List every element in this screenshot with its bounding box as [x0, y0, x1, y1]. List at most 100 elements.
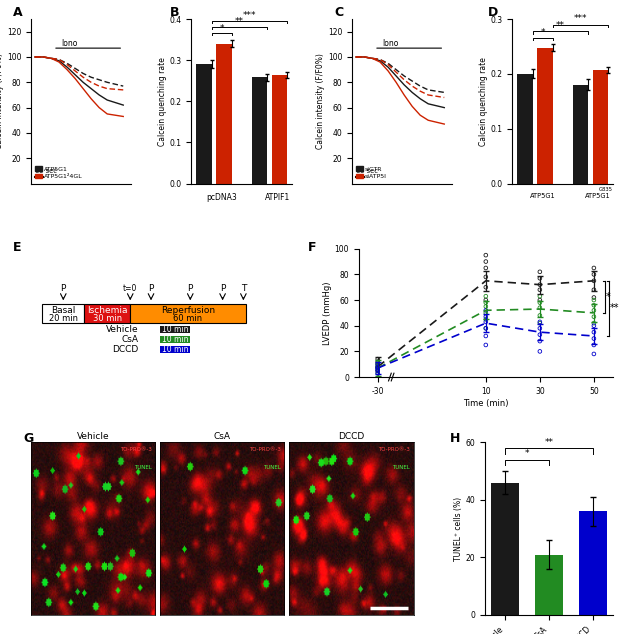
Point [373, 358, 383, 368]
Point [535, 311, 545, 321]
Point [373, 366, 383, 376]
Point [373, 360, 383, 370]
Point [373, 356, 383, 366]
Text: **: ** [610, 304, 619, 313]
Title: Vehicle: Vehicle [77, 432, 110, 441]
Point [373, 366, 383, 376]
Point [373, 362, 383, 372]
Text: P: P [61, 284, 66, 293]
Text: TO-PRO®-3: TO-PRO®-3 [119, 448, 152, 453]
Y-axis label: LVEDP (mmHg): LVEDP (mmHg) [323, 281, 332, 345]
Text: P: P [188, 284, 193, 293]
Point [589, 340, 599, 350]
Text: ***: *** [574, 15, 587, 23]
Point [535, 330, 545, 340]
Point [481, 340, 491, 350]
Text: **: ** [556, 21, 565, 30]
Point [589, 285, 599, 295]
Bar [579, 512, 607, 615]
Text: F: F [308, 241, 316, 254]
Point [373, 359, 383, 369]
Legend: siCTR, siATP5I: siCTR, siATP5I [355, 165, 388, 181]
Point [373, 363, 383, 373]
Bar [573, 85, 588, 183]
Point [481, 263, 491, 273]
Text: *: * [540, 27, 545, 37]
X-axis label: Time (min): Time (min) [463, 399, 509, 408]
Text: P: P [220, 284, 225, 293]
Text: **: ** [545, 437, 553, 446]
Point [535, 323, 545, 333]
Bar [535, 555, 563, 615]
Point [481, 291, 491, 301]
Title: CsA: CsA [214, 432, 231, 441]
Text: TO-PRO®-3: TO-PRO®-3 [249, 448, 281, 453]
Point [481, 308, 491, 318]
Text: Vehicle: Vehicle [106, 325, 138, 334]
Point [535, 302, 545, 313]
Bar [196, 64, 212, 183]
Text: ATP5G1: ATP5G1 [586, 193, 611, 198]
Point [589, 327, 599, 337]
Text: G: G [24, 432, 34, 445]
Point [535, 285, 545, 295]
Point [589, 318, 599, 328]
Text: t=0: t=0 [123, 284, 137, 293]
Text: 10 min: 10 min [162, 335, 189, 344]
Point [589, 333, 599, 344]
Bar [130, 304, 246, 323]
Text: TUNEL: TUNEL [263, 465, 281, 470]
Bar [592, 70, 608, 183]
Text: *: * [606, 292, 611, 302]
Point [589, 305, 599, 315]
Point [589, 349, 599, 359]
Point [481, 312, 491, 322]
Bar [272, 75, 287, 183]
Point [481, 295, 491, 305]
Point [535, 273, 545, 283]
Point [373, 362, 383, 372]
Point [535, 346, 545, 356]
Point [481, 257, 491, 267]
Text: 60 sec: 60 sec [35, 168, 57, 174]
Point [481, 297, 491, 307]
Text: Reperfusion: Reperfusion [161, 306, 215, 316]
Y-axis label: Calcein quenching rate: Calcein quenching rate [158, 57, 167, 146]
Bar [43, 304, 84, 323]
Text: DCCD: DCCD [112, 345, 138, 354]
Text: pcDNA3: pcDNA3 [206, 193, 237, 202]
Point [373, 362, 383, 372]
Point [589, 292, 599, 302]
Point [535, 280, 545, 290]
Text: *: * [219, 23, 224, 32]
Text: TUNEL: TUNEL [134, 465, 152, 470]
Point [535, 297, 545, 307]
Text: 10 min: 10 min [162, 345, 189, 354]
Text: H: H [449, 432, 460, 445]
Y-axis label: Calcein quenching rate: Calcein quenching rate [479, 57, 488, 146]
Bar [84, 304, 130, 323]
Text: P: P [149, 284, 154, 293]
Point [481, 301, 491, 311]
Point [481, 305, 491, 315]
Point [589, 300, 599, 310]
Point [535, 317, 545, 327]
Y-axis label: Calcein intensity (F/F0%): Calcein intensity (F/F0%) [0, 53, 4, 149]
Point [481, 331, 491, 341]
Bar [160, 327, 190, 333]
Text: 60 min: 60 min [173, 314, 202, 323]
Point [481, 250, 491, 260]
Text: CsA: CsA [121, 335, 138, 344]
Y-axis label: Calcein intensity (F/F0%): Calcein intensity (F/F0%) [316, 53, 325, 149]
Bar [491, 482, 519, 615]
Text: 30 min: 30 min [93, 314, 122, 323]
Text: Basal: Basal [51, 306, 76, 316]
Text: A: A [13, 6, 22, 19]
Text: ATP5G1: ATP5G1 [530, 193, 555, 198]
Point [589, 312, 599, 322]
Point [373, 366, 383, 376]
Text: TUNEL: TUNEL [392, 465, 410, 470]
Point [481, 282, 491, 292]
Point [535, 336, 545, 346]
Text: Iono: Iono [382, 39, 399, 48]
